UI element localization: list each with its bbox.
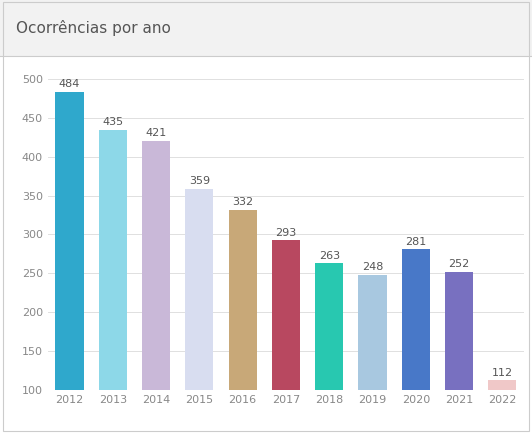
Text: 252: 252 bbox=[448, 259, 470, 269]
Text: 332: 332 bbox=[232, 197, 253, 207]
Bar bbox=[185, 189, 213, 433]
Bar bbox=[488, 380, 517, 433]
Text: 359: 359 bbox=[189, 176, 210, 186]
Bar bbox=[402, 249, 430, 433]
Text: 293: 293 bbox=[276, 228, 296, 238]
Text: Ocorrências por ano: Ocorrências por ano bbox=[16, 20, 171, 36]
Bar bbox=[142, 141, 170, 433]
Text: 112: 112 bbox=[492, 368, 513, 378]
Bar bbox=[99, 129, 127, 433]
Text: 421: 421 bbox=[145, 128, 167, 138]
Bar bbox=[359, 275, 387, 433]
Text: 248: 248 bbox=[362, 262, 383, 272]
Bar bbox=[315, 263, 343, 433]
Bar bbox=[445, 272, 473, 433]
Text: 484: 484 bbox=[59, 79, 80, 89]
Bar bbox=[272, 240, 300, 433]
Text: 435: 435 bbox=[102, 117, 123, 127]
Text: 263: 263 bbox=[319, 251, 340, 261]
Text: 281: 281 bbox=[405, 237, 427, 247]
Bar bbox=[229, 210, 257, 433]
Bar bbox=[55, 92, 84, 433]
